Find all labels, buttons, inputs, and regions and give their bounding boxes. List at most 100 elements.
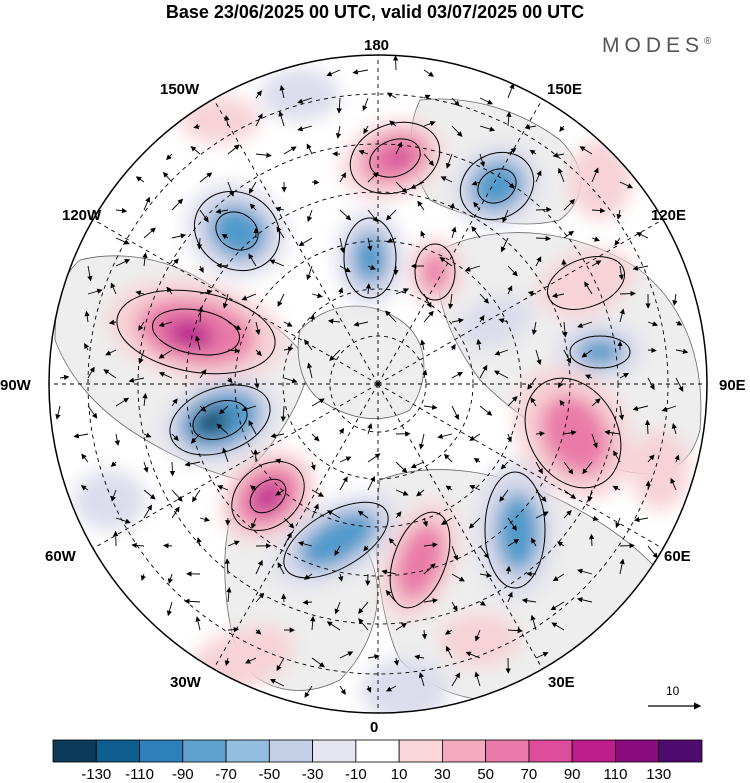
- wind-vector-52: [367, 171, 379, 183]
- wind-vector-279: [339, 476, 348, 491]
- wind-vector-128: [241, 293, 257, 301]
- wind-vector-302: [395, 511, 402, 519]
- wind-vector-250: [143, 461, 149, 473]
- colorbar-swatch-6: [312, 739, 357, 763]
- wind-vector-148: [198, 306, 204, 323]
- wind-vector-374: [421, 629, 428, 640]
- wind-vector-335: [224, 558, 231, 575]
- reference-vector-label: 10: [666, 684, 680, 698]
- wind-vector-205: [675, 377, 684, 392]
- wind-vector-355: [302, 599, 313, 606]
- wind-vector-214: [280, 405, 286, 422]
- wind-vector-254: [252, 449, 259, 463]
- wind-vector-38: [445, 153, 453, 169]
- lon-label-120e: 120E: [651, 207, 687, 224]
- graticule: [49, 55, 707, 713]
- wind-vector-51: [339, 172, 347, 183]
- wind-vector-235: [338, 427, 345, 435]
- wind-vector-33: [306, 143, 313, 155]
- wind-vector-191: [199, 369, 207, 379]
- wind-vector-294: [171, 506, 180, 519]
- wind-vector-171: [227, 347, 241, 354]
- wind-vector-288: [587, 489, 593, 502]
- wind-vector-90: [367, 237, 373, 252]
- wind-vector-94: [471, 225, 481, 239]
- colorbar-swatch-12: [571, 739, 616, 763]
- wind-vector-195: [306, 362, 313, 379]
- wind-vector-264: [535, 461, 543, 475]
- wind-vector-267: [613, 450, 621, 463]
- lon-label-60w: 60W: [45, 548, 76, 565]
- wind-vector-147: [158, 321, 173, 328]
- wind-vector-273: [171, 489, 183, 502]
- wind-vector-353: [255, 592, 265, 603]
- anomaly-cell-14: [576, 338, 624, 366]
- map-disc: [49, 55, 707, 713]
- wind-vector-397: [418, 672, 425, 687]
- wind-vector-54: [410, 181, 425, 189]
- wind-vector-137: [507, 285, 513, 295]
- wind-vector-168: [138, 349, 145, 365]
- wind-vector-102: [115, 259, 131, 267]
- wind-vector-78: [563, 198, 576, 211]
- wind-vector-193: [254, 377, 260, 389]
- wind-vector-83: [171, 233, 187, 239]
- contour-8: [116, 289, 276, 375]
- wind-vector-36: [395, 141, 402, 155]
- contour-12: [524, 377, 622, 489]
- wind-vector-92: [420, 230, 426, 239]
- wind-vector-271: [111, 489, 117, 502]
- wind-vector-91: [386, 237, 397, 243]
- meridian-30: [377, 383, 664, 549]
- colorbar-label-4: -50: [258, 766, 281, 783]
- wind-vector-89: [339, 237, 345, 254]
- wind-vector-153: [327, 318, 341, 324]
- wind-vector-238: [418, 433, 425, 450]
- wind-vector-308: [563, 510, 572, 519]
- wind-vector-155: [385, 310, 397, 323]
- wind-vector-110: [339, 265, 351, 273]
- colorbar: [52, 739, 703, 763]
- wind-vector-240: [469, 433, 481, 441]
- meridian-150: [92, 383, 379, 549]
- wind-vector-372: [358, 618, 369, 631]
- wind-vector-245: [604, 429, 621, 436]
- colorbar-label-8: 30: [434, 766, 451, 783]
- wind-vector-204: [647, 377, 655, 391]
- wind-vector-88: [298, 237, 313, 247]
- wind-vector-163: [619, 308, 625, 323]
- wind-vector-10: [423, 94, 431, 100]
- wind-vector-184: [647, 347, 657, 353]
- wind-vector-173: [283, 346, 294, 352]
- wind-vector-143: [672, 293, 678, 306]
- anomaly-cell-39: [440, 614, 520, 666]
- wind-vector-379: [551, 622, 565, 631]
- lon-label-60e: 60E: [664, 548, 691, 565]
- wind-vector-200: [527, 377, 537, 390]
- wind-vector-263: [500, 461, 509, 470]
- lon-label-120w: 120W: [62, 207, 102, 224]
- latitude-circle-2: [234, 240, 522, 528]
- wind-vector-53: [395, 181, 408, 194]
- wind-vector-219: [507, 396, 518, 407]
- wind-vector-81: [115, 237, 130, 245]
- meridian-300: [377, 98, 543, 385]
- wind-vector-350: [166, 601, 173, 617]
- wind-vector-278: [311, 489, 324, 497]
- wind-vector-220: [530, 397, 537, 407]
- brand-name: MODES: [602, 34, 705, 57]
- wind-vector-115: [464, 265, 481, 272]
- wind-vector-260: [410, 461, 425, 469]
- wind-vector-175: [329, 349, 341, 362]
- wind-vector-75: [473, 201, 481, 211]
- wind-vector-396: [386, 685, 397, 692]
- wind-vector-336: [255, 559, 263, 575]
- wind-vector-298: [283, 517, 295, 529]
- wind-vector-387: [414, 654, 425, 660]
- anomaly-cell-17: [166, 319, 214, 349]
- wind-vector-383: [311, 657, 325, 668]
- wind-vector-150: [255, 321, 261, 336]
- wind-vector-331: [647, 545, 658, 559]
- wind-vector-310: [615, 517, 621, 529]
- wind-vector-18: [297, 125, 313, 132]
